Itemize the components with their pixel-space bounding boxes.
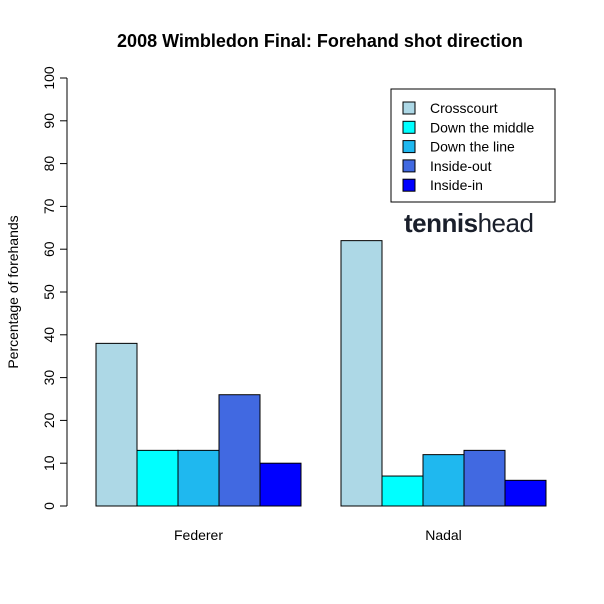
bar-federer-inside-in bbox=[259, 462, 302, 507]
y-tick-label: 10 bbox=[41, 455, 57, 471]
bar-nadal-down-the-middle bbox=[381, 475, 424, 507]
legend-label: Crosscourt bbox=[430, 100, 498, 116]
bar-federer-inside-out bbox=[218, 394, 261, 507]
legend-swatch bbox=[402, 120, 416, 134]
legend-swatch bbox=[402, 159, 416, 173]
y-tick-label: 100 bbox=[41, 66, 57, 90]
bar-federer-down-the-middle bbox=[136, 449, 179, 507]
bar-federer-crosscourt bbox=[95, 342, 138, 507]
legend-label: Inside-out bbox=[430, 158, 492, 174]
legend-label: Inside-in bbox=[430, 177, 483, 193]
x-tick-label: Federer bbox=[174, 527, 223, 543]
legend-label: Down the line bbox=[430, 139, 515, 155]
legend: Crosscourt Down the middle Down the line In… bbox=[390, 88, 556, 203]
y-tick-label: 40 bbox=[41, 327, 57, 343]
tennishead-logo: tennishead bbox=[404, 208, 534, 238]
bars-group bbox=[95, 240, 547, 507]
bar-nadal-inside-in bbox=[504, 479, 547, 507]
y-axis: 0 10 20 30 40 50 60 70 80 90 100 bbox=[41, 66, 68, 510]
y-tick-label: 80 bbox=[41, 156, 57, 172]
legend-swatch bbox=[402, 101, 416, 115]
y-axis-label: Percentage of forehands bbox=[5, 215, 21, 368]
legend-box bbox=[390, 88, 556, 203]
bar-nadal-inside-out bbox=[463, 449, 506, 507]
y-tick-label: 50 bbox=[41, 284, 57, 300]
y-tick-label: 20 bbox=[41, 412, 57, 428]
y-tick-label: 60 bbox=[41, 241, 57, 257]
chart-title: 2008 Wimbledon Final: Forehand shot dire… bbox=[117, 31, 523, 51]
logo-text-bold: tennis bbox=[404, 208, 478, 238]
x-tick-label: Nadal bbox=[425, 527, 462, 543]
logo-text-regular: head bbox=[478, 208, 534, 238]
legend-label: Down the middle bbox=[430, 119, 534, 135]
x-axis-labels: Federer Nadal bbox=[174, 527, 462, 543]
y-tick-label: 0 bbox=[41, 502, 57, 510]
legend-swatch bbox=[402, 178, 416, 192]
y-tick-label: 70 bbox=[41, 198, 57, 214]
y-tick-label: 90 bbox=[41, 113, 57, 129]
bar-federer-down-the-line bbox=[177, 449, 220, 507]
svg-text:tennishead: tennishead bbox=[404, 208, 533, 238]
legend-swatch bbox=[402, 140, 416, 154]
bar-nadal-down-the-line bbox=[422, 454, 465, 507]
y-tick-label: 30 bbox=[41, 370, 57, 386]
bar-nadal-crosscourt bbox=[340, 240, 383, 507]
